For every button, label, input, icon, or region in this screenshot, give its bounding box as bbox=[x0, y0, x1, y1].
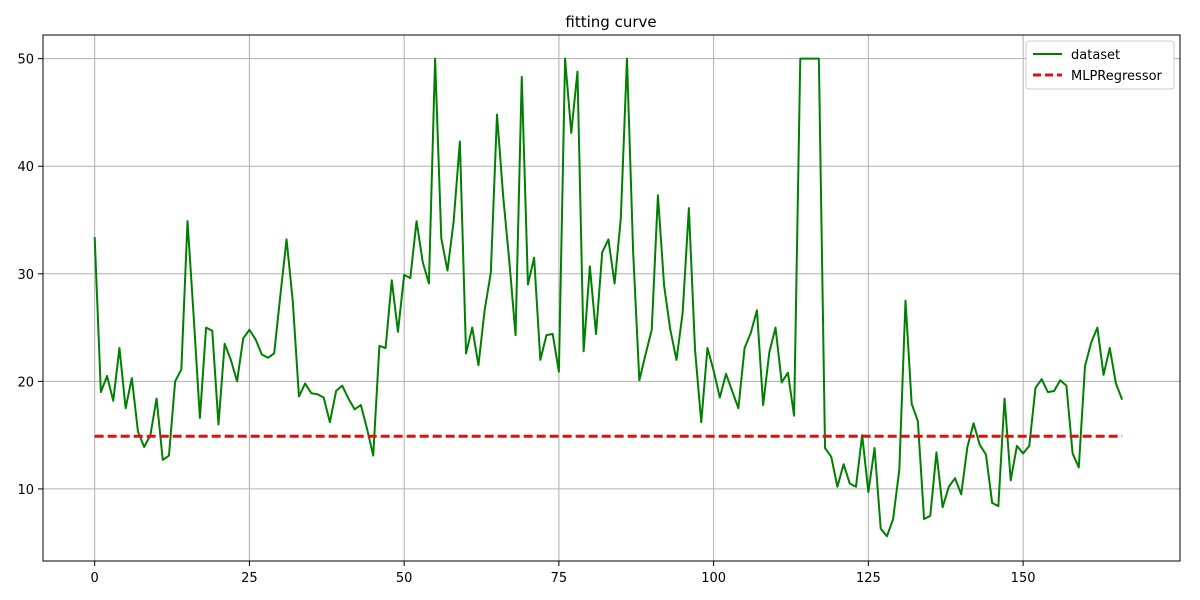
chart-title: fitting curve bbox=[565, 13, 656, 31]
y-tick-label: 50 bbox=[17, 53, 34, 68]
y-tick-label: 40 bbox=[17, 160, 34, 175]
legend-label-dataset: dataset bbox=[1071, 48, 1120, 63]
x-tick-label: 0 bbox=[91, 571, 99, 586]
x-tick-label: 125 bbox=[856, 571, 881, 586]
y-tick-label: 30 bbox=[17, 268, 34, 283]
plot-frame bbox=[42, 34, 1181, 562]
series-line-dataset bbox=[93, 57, 1124, 538]
legend-label-mlpregressor: MLPRegressor bbox=[1071, 69, 1163, 84]
x-tick-label: 150 bbox=[1011, 571, 1036, 586]
x-tick-label: 100 bbox=[701, 571, 726, 586]
x-tick-label: 75 bbox=[551, 571, 568, 586]
x-tick-label: 50 bbox=[396, 571, 413, 586]
x-tick-label: 25 bbox=[241, 571, 258, 586]
grid bbox=[43, 35, 1180, 561]
legend-box bbox=[1025, 40, 1175, 90]
series-layer bbox=[93, 57, 1124, 538]
y-tick-label: 10 bbox=[17, 483, 34, 498]
axis-ticks: 0 25 50 75 100 125 150 10 20 30 40 50 bbox=[17, 53, 1035, 586]
legend: dataset MLPRegressor bbox=[1025, 40, 1175, 90]
y-tick-label: 20 bbox=[17, 375, 34, 390]
